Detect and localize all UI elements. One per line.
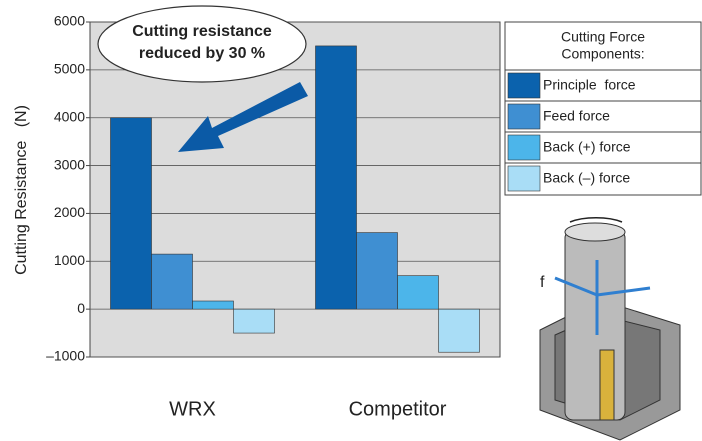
force-label: f — [540, 274, 545, 291]
y-tick-label: 0 — [77, 300, 85, 316]
x-tick-label: WRX — [169, 398, 216, 420]
legend-label: Principle force — [543, 77, 636, 93]
force-arrow — [596, 286, 651, 297]
annotation-bubble — [97, 5, 307, 83]
legend-swatch — [507, 134, 541, 161]
y-tick-label: 2000 — [54, 204, 85, 220]
tool-body — [564, 229, 626, 421]
legend-swatch — [507, 72, 541, 99]
force-arrow — [554, 276, 598, 297]
rotation-arrow — [569, 217, 623, 223]
legend-swatch — [507, 103, 541, 130]
legend-swatch — [507, 165, 541, 192]
legend-label: Back (–) force — [543, 170, 630, 186]
bar — [151, 253, 193, 310]
bar — [233, 308, 275, 334]
bar — [356, 232, 398, 310]
x-tick-label: Competitor — [349, 398, 447, 420]
bar — [397, 275, 439, 310]
annotation-text: reduced by 30 % — [139, 45, 265, 62]
y-tick-label: 5000 — [54, 61, 85, 77]
y-tick-label: 6000 — [54, 13, 85, 29]
y-tick-label: –1000 — [46, 348, 85, 364]
bar — [438, 308, 480, 353]
y-axis-label: Cutting Resistance (N) — [13, 105, 30, 275]
annotation-arrow — [178, 82, 308, 152]
legend-title: Components: — [561, 46, 644, 62]
legend-label: Back (+) force — [543, 139, 631, 155]
y-tick-label: 3000 — [54, 156, 85, 172]
bar — [192, 300, 234, 310]
bar — [110, 117, 152, 310]
inserts — [599, 349, 615, 421]
y-tick-label: 4000 — [54, 108, 85, 124]
legend-title: Cutting Force — [561, 29, 645, 45]
annotation-text: Cutting resistance — [132, 23, 272, 40]
tool-illustration: f — [539, 217, 681, 441]
y-tick-label: 1000 — [54, 252, 85, 268]
tool-top — [564, 222, 626, 242]
legend-label: Feed force — [543, 108, 610, 124]
bar — [315, 45, 357, 310]
annotation: Cutting resistance reduced by 30 % — [97, 5, 308, 152]
